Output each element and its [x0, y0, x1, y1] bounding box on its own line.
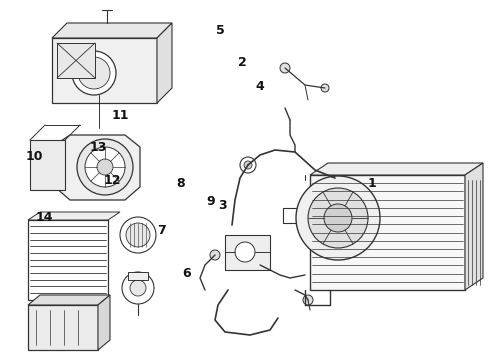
Text: 8: 8 — [176, 177, 185, 190]
Text: 5: 5 — [216, 24, 225, 37]
Bar — [30, 140, 65, 190]
Text: 4: 4 — [255, 80, 264, 93]
Circle shape — [120, 217, 156, 253]
Text: 11: 11 — [111, 109, 129, 122]
Circle shape — [244, 161, 252, 169]
Text: 9: 9 — [206, 195, 215, 208]
Circle shape — [303, 295, 313, 305]
Circle shape — [85, 147, 125, 187]
Circle shape — [122, 272, 154, 304]
Bar — [57, 43, 95, 78]
Bar — [225, 235, 270, 270]
Text: 14: 14 — [35, 211, 53, 224]
Polygon shape — [465, 163, 483, 290]
Circle shape — [324, 204, 352, 232]
Text: 1: 1 — [368, 177, 377, 190]
Text: 3: 3 — [219, 199, 227, 212]
Polygon shape — [28, 212, 120, 220]
Text: 13: 13 — [89, 141, 107, 154]
Circle shape — [72, 51, 116, 95]
Text: 12: 12 — [104, 174, 122, 186]
Bar — [28, 220, 108, 300]
Polygon shape — [28, 295, 110, 305]
Circle shape — [210, 250, 220, 260]
Circle shape — [296, 176, 380, 260]
Text: 7: 7 — [157, 224, 166, 237]
Polygon shape — [98, 295, 110, 350]
Bar — [128, 272, 148, 280]
Circle shape — [77, 139, 133, 195]
Polygon shape — [157, 23, 172, 103]
Circle shape — [97, 159, 113, 175]
Circle shape — [308, 188, 368, 248]
Circle shape — [280, 63, 290, 73]
Bar — [52, 38, 157, 103]
Polygon shape — [52, 23, 172, 38]
Circle shape — [126, 223, 150, 247]
Bar — [28, 305, 98, 350]
Circle shape — [130, 280, 146, 296]
Circle shape — [235, 242, 255, 262]
Polygon shape — [310, 163, 483, 175]
Text: 2: 2 — [238, 57, 247, 69]
Bar — [310, 175, 465, 290]
Polygon shape — [55, 135, 140, 200]
Text: 10: 10 — [25, 150, 43, 163]
Circle shape — [240, 157, 256, 173]
Circle shape — [321, 84, 329, 92]
Circle shape — [78, 57, 110, 89]
Text: 6: 6 — [182, 267, 191, 280]
